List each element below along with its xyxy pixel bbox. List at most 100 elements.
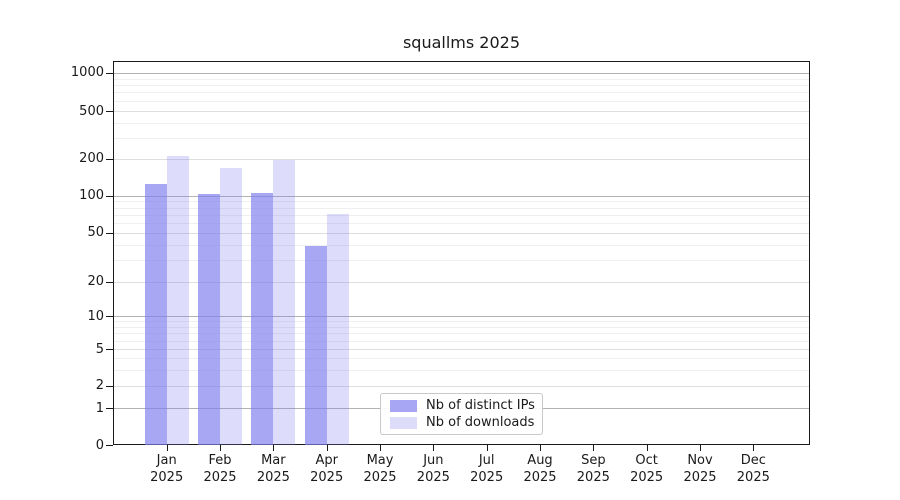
- x-label-line: Mar: [261, 453, 286, 468]
- y-tick-label-1000: 1000: [70, 65, 104, 81]
- x-label-line: Apr: [315, 453, 338, 468]
- gridline-600: [114, 100, 809, 102]
- y-tick-20: [106, 281, 113, 283]
- gridline-2: [114, 385, 809, 387]
- x-tick-label-jul: Jul 2025: [457, 452, 517, 486]
- gridline-500: [114, 111, 809, 112]
- x-tick-label-jan: Jan 2025: [137, 452, 197, 486]
- y-tick-label-0: 0: [95, 437, 104, 453]
- x-label-line: Jun: [423, 453, 444, 468]
- x-tick-label-jun: Jun 2025: [403, 452, 463, 486]
- x-tick-jul: [486, 445, 488, 451]
- bar-downloads-apr: [326, 213, 349, 445]
- gridline-9: [114, 321, 809, 323]
- x-tick-sep: [593, 445, 595, 451]
- x-tick-label-apr: Apr 2025: [297, 452, 357, 486]
- gridline-80: [114, 207, 809, 209]
- x-label-line: Aug: [527, 453, 553, 468]
- x-label-line: 2025: [576, 470, 610, 485]
- x-label-line: May: [366, 453, 394, 468]
- legend-item-downloads: Nb of downloads: [390, 416, 542, 429]
- x-label-line: Oct: [635, 453, 658, 468]
- bar-distinct-ips-feb: [198, 194, 221, 445]
- bar-downloads-jan: [166, 155, 189, 445]
- y-tick-label-200: 200: [79, 151, 104, 167]
- gridline-700: [114, 92, 809, 94]
- x-label-line: 2025: [310, 470, 344, 485]
- y-tick-1: [106, 408, 113, 409]
- x-label-line: Nov: [687, 453, 713, 468]
- gridline-200: [114, 158, 809, 160]
- gridline-10: [114, 316, 809, 317]
- chart-title: squallms 2025: [402, 33, 521, 52]
- gridline-3: [114, 369, 809, 371]
- x-label-line: 2025: [683, 470, 717, 485]
- bar-distinct-ips-mar: [251, 192, 274, 445]
- x-label-line: 2025: [203, 470, 237, 485]
- gridline-70: [114, 214, 809, 216]
- x-label-line: 2025: [630, 470, 664, 485]
- y-tick-label-10: 10: [87, 308, 104, 324]
- y-tick-50: [106, 232, 113, 234]
- x-tick-aug: [540, 445, 541, 451]
- gridline-4: [114, 358, 809, 360]
- x-label-line: 2025: [736, 470, 770, 485]
- gridline-5: [114, 349, 809, 351]
- x-label-line: Jan: [156, 453, 177, 468]
- y-tick-5: [106, 349, 113, 351]
- x-tick-jun: [433, 445, 435, 451]
- x-label-line: Feb: [208, 453, 232, 468]
- x-tick-label-feb: Feb 2025: [190, 452, 250, 486]
- y-tick-200: [106, 158, 113, 160]
- y-tick-label-50: 50: [87, 225, 104, 241]
- x-tick-oct: [646, 445, 648, 451]
- y-tick-label-20: 20: [87, 274, 104, 290]
- legend-label-distinct-ips: Nb of distinct IPs: [426, 398, 535, 413]
- x-label-line: 2025: [150, 470, 184, 485]
- gridline-8: [114, 326, 809, 328]
- x-label-line: 2025: [363, 470, 397, 485]
- x-tick-label-mar: Mar 2025: [243, 452, 303, 486]
- x-tick-label-nov: Nov 2025: [670, 452, 730, 486]
- gridline-50: [114, 232, 809, 234]
- y-tick-500: [106, 111, 113, 112]
- x-label-line: Jul: [478, 453, 495, 468]
- gridline-90: [114, 201, 809, 203]
- bar-downloads-mar: [273, 159, 296, 445]
- x-tick-mar: [273, 445, 275, 451]
- legend-swatch-downloads: [390, 416, 417, 429]
- y-tick-100: [106, 195, 113, 197]
- gridline-100: [114, 195, 809, 197]
- x-tick-label-dec: Dec 2025: [723, 452, 783, 486]
- legend: Nb of distinct IPs Nb of downloads: [380, 393, 543, 435]
- y-tick-label-2: 2: [95, 378, 104, 394]
- y-tick-10: [106, 316, 113, 317]
- x-tick-feb: [220, 445, 222, 451]
- gridline-800: [114, 85, 809, 87]
- y-tick-label-5: 5: [95, 341, 104, 357]
- gridline-30: [114, 260, 809, 262]
- y-tick-label-500: 500: [79, 103, 104, 119]
- y-tick-label-100: 100: [79, 188, 104, 204]
- x-label-line: 2025: [523, 470, 557, 485]
- legend-label-downloads: Nb of downloads: [426, 415, 535, 430]
- gridline-60: [114, 222, 809, 224]
- gridline-6: [114, 340, 809, 342]
- x-label-line: Sep: [581, 453, 606, 468]
- x-label-line: 2025: [470, 470, 504, 485]
- x-tick-nov: [700, 445, 701, 451]
- bar-downloads-feb: [220, 167, 243, 445]
- x-label-line: 2025: [416, 470, 450, 485]
- legend-item-distinct-ips: Nb of distinct IPs: [390, 399, 542, 412]
- x-tick-apr: [326, 445, 328, 451]
- x-label-line: 2025: [256, 470, 290, 485]
- bar-distinct-ips-apr: [304, 245, 327, 445]
- x-tick-label-may: May 2025: [350, 452, 410, 486]
- x-tick-jan: [166, 445, 168, 451]
- gridline-40: [114, 244, 809, 246]
- gridline-300: [114, 137, 809, 139]
- gridline-20: [114, 281, 809, 283]
- bar-distinct-ips-jan: [144, 183, 167, 445]
- gridline-400: [114, 122, 809, 124]
